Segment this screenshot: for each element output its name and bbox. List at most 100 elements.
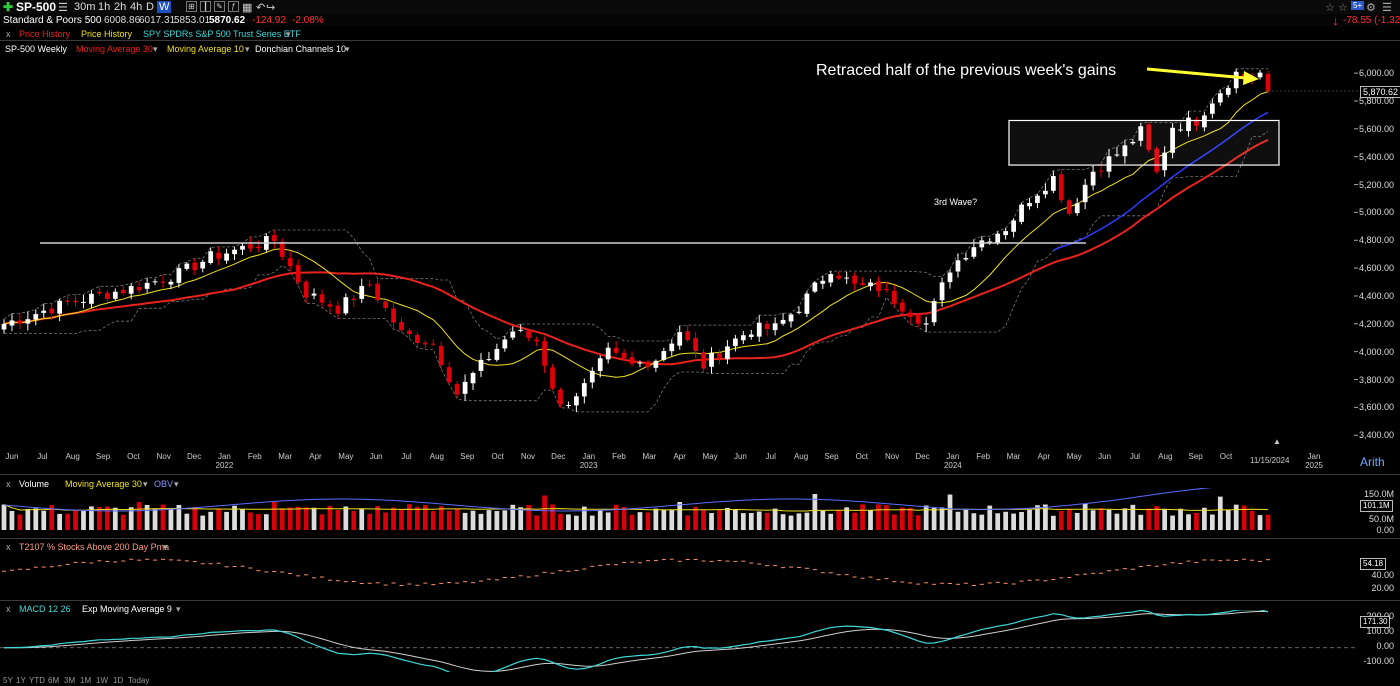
x-month-label: Nov <box>156 452 171 461</box>
study-price-history-2[interactable]: Price History <box>81 29 133 39</box>
separator <box>0 600 1400 601</box>
volume-bar <box>303 507 309 530</box>
candle-body <box>1217 93 1223 103</box>
volume-bar <box>1043 504 1048 530</box>
range-1w[interactable]: 1W <box>96 676 108 685</box>
legend-symbol[interactable]: SP-500 Weekly <box>5 44 67 54</box>
menu-icon[interactable]: ☰ <box>1382 2 1392 14</box>
close-volume-icon[interactable]: x <box>6 479 11 489</box>
range-1d[interactable]: 1D <box>113 676 124 685</box>
candle-body <box>860 283 865 285</box>
studies-chevron-icon[interactable]: ▾ <box>286 29 291 39</box>
volume-bar <box>780 514 786 530</box>
range-1m[interactable]: 1M <box>80 676 92 685</box>
price-tick-label: 5,600.00 <box>1358 123 1394 134</box>
candle-body <box>1043 190 1048 195</box>
volume-chart[interactable] <box>0 488 1400 536</box>
volume-bar <box>995 513 1001 530</box>
candle-body <box>343 297 349 314</box>
study-price-history-1[interactable]: Price History <box>19 29 71 39</box>
close-t2107-icon[interactable]: x <box>6 542 11 552</box>
volume-bar <box>1019 511 1024 530</box>
layout-icon[interactable]: ▦ <box>242 2 253 14</box>
volume-bar <box>764 512 770 530</box>
x-month-label: Jul <box>1129 452 1141 461</box>
t2107-chart[interactable] <box>0 548 1400 598</box>
separator <box>0 40 1400 41</box>
star-outline-icon[interactable]: ☆ <box>1338 2 1348 14</box>
price-chart[interactable] <box>0 40 1400 470</box>
macd-chevron-icon[interactable]: ▾ <box>176 604 181 614</box>
t2107-chevron-icon[interactable]: ▾ <box>163 542 168 552</box>
range-5y[interactable]: 5Y <box>3 676 13 685</box>
volume-obv-chevron-icon[interactable]: ▾ <box>174 479 179 489</box>
drawing-icon[interactable]: ✎ <box>214 1 225 12</box>
volume-bar <box>661 509 667 530</box>
candle-body <box>303 281 309 298</box>
volume-tick-0: 0.00 <box>1376 525 1394 535</box>
legend-ma10[interactable]: Moving Average 10 <box>167 44 244 54</box>
range-ytd[interactable]: YTD <box>29 676 45 685</box>
account-icon[interactable]: ⚙ <box>1366 2 1376 14</box>
x-month-label: Dec <box>186 452 202 461</box>
close-macd-icon[interactable]: x <box>6 604 11 614</box>
range-1y[interactable]: 1Y <box>16 676 26 685</box>
volume-title[interactable]: Volume <box>19 479 50 489</box>
timeframe-1h[interactable]: 1h <box>98 1 111 13</box>
candle-body <box>1 323 7 330</box>
volume-bar <box>1098 508 1104 530</box>
legend-donchian-chevron-icon[interactable]: ▾ <box>345 44 350 54</box>
x-month-label: Nov <box>885 452 900 461</box>
compare-icon[interactable]: ⊞ <box>186 1 197 12</box>
volume-bar <box>494 511 500 530</box>
study-icon[interactable]: ƒ <box>228 1 239 12</box>
price-tick-label: 5,200.00 <box>1358 179 1394 190</box>
x-month-label: Sep <box>824 452 839 461</box>
timeframe-30m[interactable]: 30m <box>74 1 96 13</box>
candle-body <box>1114 154 1120 156</box>
volume-bar <box>1178 508 1183 530</box>
candle-body <box>351 298 357 300</box>
volume-bar <box>581 506 587 530</box>
flag-badge[interactable]: 5+ <box>1351 1 1365 10</box>
timeframe-4h[interactable]: 4h <box>130 1 143 13</box>
volume-bar <box>486 510 492 530</box>
range-today[interactable]: Today <box>128 676 150 685</box>
price-tick-label: 3,600.00 <box>1358 402 1394 413</box>
undo-icon[interactable]: ↶ <box>256 2 266 14</box>
star-icon[interactable]: ☆ <box>1325 2 1335 14</box>
symbol-field[interactable]: SP-500 <box>16 0 57 14</box>
price-tick-label: 5,400.00 <box>1358 151 1394 162</box>
timeframe-2h[interactable]: 2h <box>114 1 127 13</box>
scroll-up-icon[interactable]: ▲ <box>1273 437 1281 446</box>
macd-chart[interactable] <box>0 610 1400 672</box>
add-icon[interactable]: ✚ <box>3 0 14 14</box>
range-3m[interactable]: 3M <box>64 676 76 685</box>
candle-body <box>104 292 110 299</box>
volume-bar <box>1170 515 1175 530</box>
legend-ma30-chevron-icon[interactable]: ▾ <box>153 44 158 54</box>
close-studies-icon[interactable]: x <box>6 29 11 39</box>
volume-bar <box>104 506 110 530</box>
legend-ma30[interactable]: Moving Average 30 <box>76 44 153 54</box>
legend-ma10-chevron-icon[interactable]: ▾ <box>245 44 250 54</box>
bar-type-icon[interactable]: ┃ <box>200 1 211 12</box>
range-6m[interactable]: 6M <box>48 676 60 685</box>
study-spy[interactable]: SPY SPDRs S&P 500 Trust Series ETF <box>143 29 301 39</box>
timeframe-w[interactable]: W <box>157 1 172 13</box>
volume-bar <box>438 506 444 530</box>
share-icon[interactable]: ↪ <box>266 2 276 14</box>
volume-obv-label[interactable]: OBV <box>154 479 174 489</box>
macd-title[interactable]: MACD 12 26 <box>19 604 71 614</box>
volume-ma-chevron-icon[interactable]: ▾ <box>143 479 148 489</box>
volume-bar <box>812 493 818 530</box>
volume-ma-label[interactable]: Moving Average 30 <box>65 479 142 489</box>
candle-body <box>478 359 484 371</box>
scale-label[interactable]: Arith <box>1360 455 1385 469</box>
timeframe-d[interactable]: D <box>146 1 154 13</box>
t2107-title[interactable]: T2107 % Stocks Above 200 Day Pma <box>19 542 170 552</box>
symbol-list-icon[interactable]: ☰ <box>58 2 68 14</box>
volume-bar <box>97 506 102 530</box>
macd-signal-label[interactable]: Exp Moving Average 9 <box>82 604 172 614</box>
legend-donchian[interactable]: Donchian Channels 10 <box>255 44 347 54</box>
